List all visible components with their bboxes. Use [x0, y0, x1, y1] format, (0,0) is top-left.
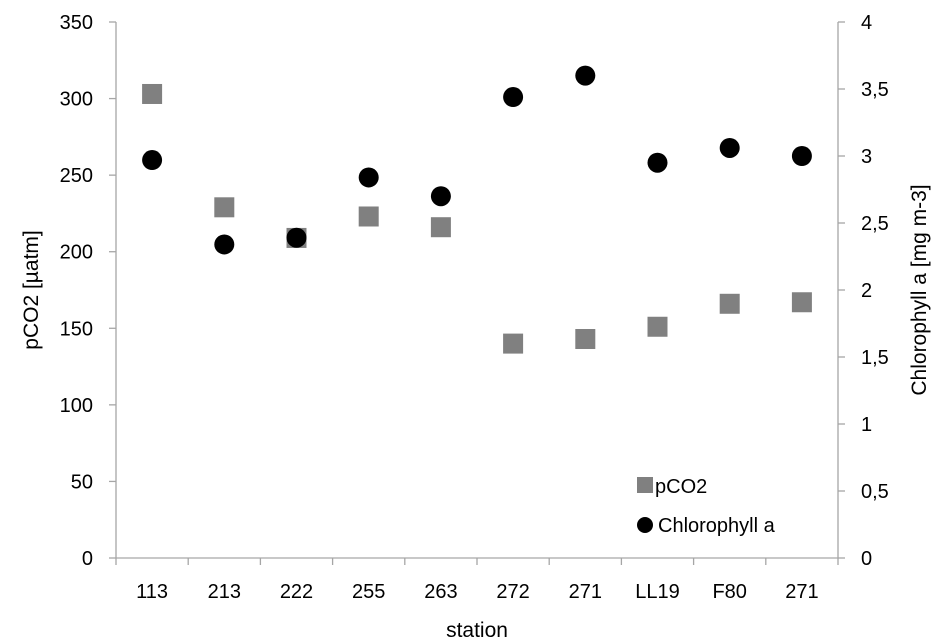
x-axis-title: station	[446, 619, 508, 642]
chlorophyll-point	[791, 146, 812, 166]
chlorophyll-point	[358, 167, 379, 188]
pco2-point	[142, 83, 163, 104]
y2-tick-label: 3,5	[861, 79, 889, 101]
x-tick-label: 255	[352, 581, 385, 603]
chlorophyll-point	[214, 234, 235, 255]
ticks: 0 50 100 150 200 250 300 350 0 0,5 1 1,5 2 2,5 3 3,5 4 11…	[60, 12, 889, 603]
y2-tick-label: 0,5	[861, 481, 889, 503]
legend: pCO2 Chlorophyll a	[637, 476, 776, 537]
pco2-point	[647, 316, 668, 337]
x-tick-label: 263	[424, 581, 457, 603]
x-tick-label: 113	[136, 581, 168, 603]
y2-tick-label: 4	[861, 12, 872, 34]
y2-tick-label: 2,5	[861, 213, 889, 235]
pco2-point	[358, 206, 379, 227]
legend-chlorophyll-marker	[637, 517, 653, 533]
x-tick-label: 272	[496, 581, 529, 603]
axes	[115, 22, 839, 559]
pco2-point	[214, 197, 235, 218]
marks	[142, 65, 812, 354]
x-tick-label: 222	[280, 581, 313, 603]
legend-pco2-label: pCO2	[655, 476, 707, 498]
y2-tick-label: 3	[861, 146, 872, 168]
pco2-point	[791, 292, 812, 313]
y-tick-label: 350	[60, 12, 93, 34]
chlorophyll-point	[719, 137, 740, 158]
x-tick-label: LL19	[635, 581, 680, 603]
pco2-point	[575, 329, 596, 350]
chlorophyll-point	[142, 150, 163, 171]
pco2-point	[430, 217, 451, 238]
x-tick-label: F80	[712, 581, 746, 603]
y2-axis-title: Chlorophyll a [mg m-3]	[908, 184, 931, 395]
y-tick-label: 150	[60, 318, 93, 340]
y-tick-label: 250	[60, 165, 93, 187]
chlorophyll-point	[647, 152, 668, 173]
x-tick-label: 213	[208, 581, 241, 603]
chlorophyll-point	[286, 227, 307, 248]
y-tick-label: 200	[60, 242, 93, 264]
pco2-point	[503, 333, 524, 354]
legend-chlorophyll-label: Chlorophyll a	[658, 515, 776, 537]
y-axis-title: pCO2 [µatm]	[20, 230, 43, 349]
y2-tick-label: 2	[861, 280, 872, 302]
chlorophyll-point	[575, 65, 596, 86]
y-tick-label: 50	[71, 471, 93, 493]
y-tick-label: 0	[82, 548, 93, 570]
x-tick-label: 271	[569, 581, 602, 603]
chlorophyll-point	[430, 186, 451, 207]
x-tick-label: 271	[785, 581, 818, 603]
y-tick-label: 300	[60, 89, 93, 111]
pco2-point	[719, 293, 740, 314]
y2-tick-label: 0	[861, 548, 872, 570]
legend-pco2-marker	[637, 477, 653, 493]
y-tick-label: 100	[60, 395, 93, 417]
y2-tick-label: 1	[861, 414, 872, 436]
y2-tick-label: 1,5	[861, 347, 889, 369]
chlorophyll-point	[503, 87, 524, 108]
